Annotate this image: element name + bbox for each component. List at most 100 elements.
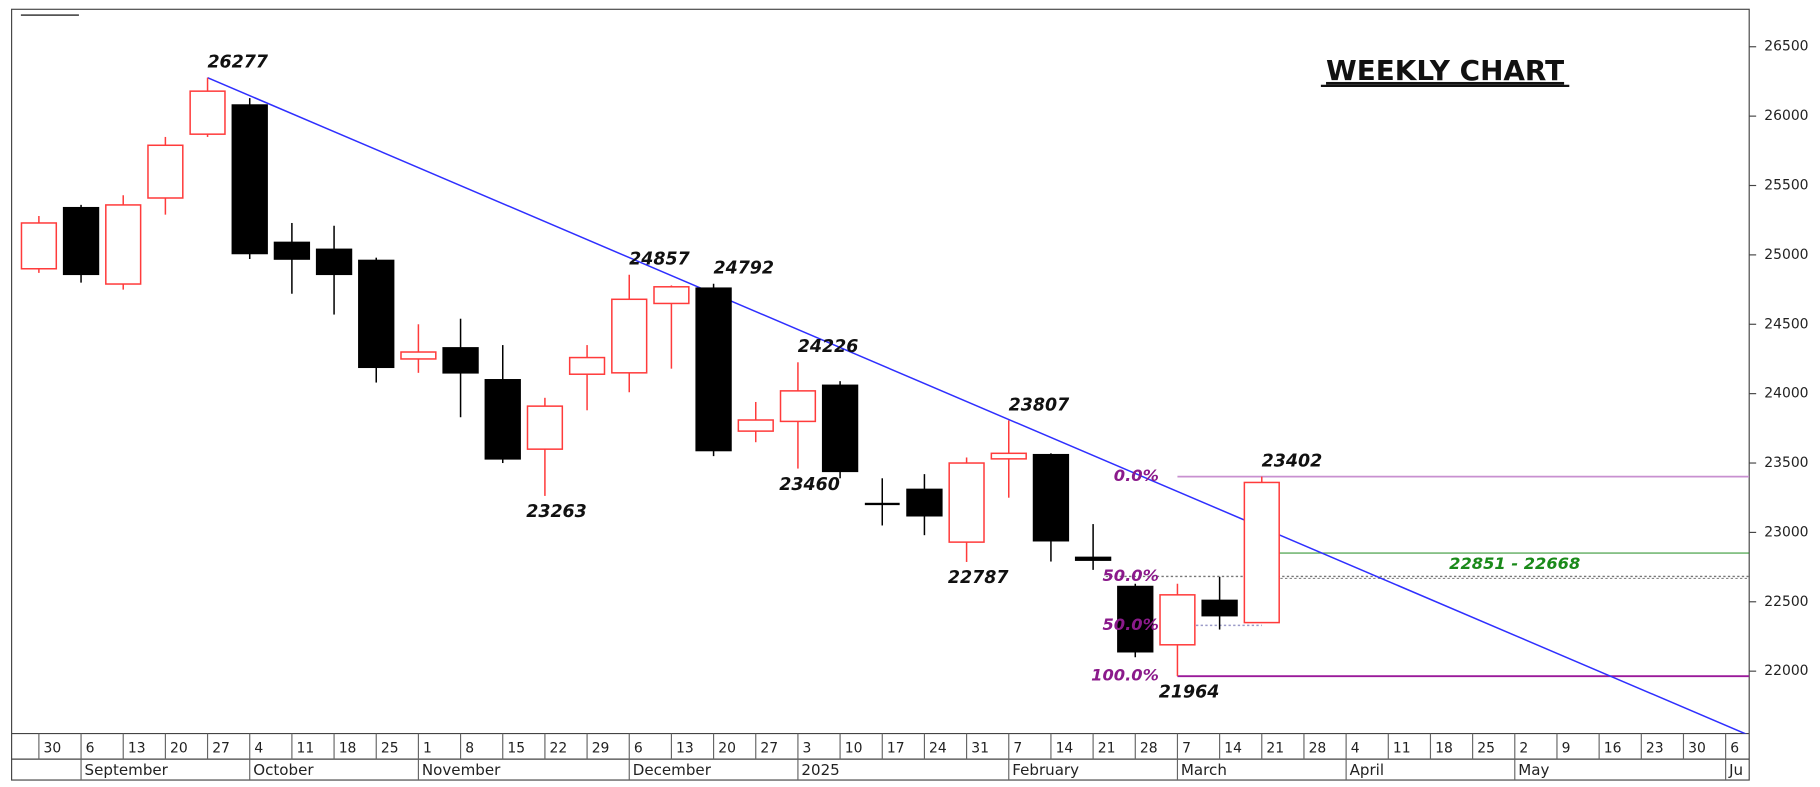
x-tick-label: 13 bbox=[676, 741, 694, 757]
x-tick-label: 27 bbox=[760, 741, 778, 757]
x-tick-label: 4 bbox=[1351, 741, 1360, 757]
month-label: October bbox=[253, 761, 314, 779]
x-tick-label: 28 bbox=[1309, 741, 1327, 757]
high-label: 23402 bbox=[1262, 452, 1323, 472]
low-label: 23263 bbox=[526, 502, 587, 522]
candle-body bbox=[821, 384, 859, 473]
y-tick-label: 25500 bbox=[1764, 178, 1808, 194]
level-label: 100.0% bbox=[1091, 666, 1159, 685]
y-tick-label: 26500 bbox=[1764, 39, 1808, 55]
x-tick-label: 20 bbox=[718, 741, 736, 757]
candle-body bbox=[1159, 594, 1196, 646]
x-tick-label: 30 bbox=[1688, 741, 1706, 757]
x-tick-label: 17 bbox=[887, 741, 905, 757]
level-label: 0.0% bbox=[1114, 466, 1159, 485]
y-tick-label: 23000 bbox=[1764, 524, 1808, 540]
y-tick-label: 24500 bbox=[1764, 316, 1808, 332]
candle-body bbox=[1032, 453, 1070, 542]
x-tick-label: 20 bbox=[170, 741, 188, 757]
x-tick-label: 28 bbox=[1140, 741, 1158, 757]
x-tick-label: 31 bbox=[971, 741, 989, 757]
candle-body bbox=[273, 241, 311, 260]
level-label: 50.0% bbox=[1102, 566, 1158, 585]
x-tick-label: 3 bbox=[803, 741, 812, 757]
candle-body bbox=[1201, 599, 1238, 617]
month-label: February bbox=[1012, 761, 1079, 779]
candle-body bbox=[1074, 556, 1112, 561]
x-tick-label: 1 bbox=[423, 741, 432, 757]
candle-body bbox=[442, 347, 479, 374]
x-tick-label: 13 bbox=[128, 741, 146, 757]
level-label: 50.0% bbox=[1102, 615, 1158, 634]
x-tick-label: 25 bbox=[381, 741, 399, 757]
candle-body bbox=[400, 351, 437, 360]
x-tick-label: 9 bbox=[1562, 741, 1571, 757]
y-tick-label: 22000 bbox=[1764, 663, 1808, 679]
x-tick-label: 7 bbox=[1013, 741, 1022, 757]
chart-title: WEEKLY CHART bbox=[1326, 54, 1564, 87]
candle-body bbox=[62, 206, 100, 276]
y-tick-label: 24000 bbox=[1764, 386, 1808, 402]
candle-body bbox=[653, 286, 690, 305]
month-label: Ju bbox=[1728, 761, 1743, 779]
candle-body bbox=[315, 248, 353, 276]
candle-body bbox=[358, 259, 395, 369]
candle-body bbox=[948, 462, 985, 543]
candle-body bbox=[695, 287, 732, 452]
candle-body bbox=[1243, 481, 1280, 624]
y-tick-label: 26000 bbox=[1764, 108, 1808, 124]
month-label: September bbox=[85, 761, 169, 779]
candle-body bbox=[864, 502, 900, 506]
candle-body bbox=[105, 204, 142, 285]
x-tick-label: 2 bbox=[1519, 741, 1528, 757]
x-tick-label: 29 bbox=[592, 741, 610, 757]
x-tick-label: 25 bbox=[1477, 741, 1495, 757]
candle-body bbox=[147, 144, 184, 199]
candle-body bbox=[231, 104, 268, 255]
x-tick-label: 21 bbox=[1098, 741, 1116, 757]
zone-label: 22851 - 22668 bbox=[1449, 554, 1580, 573]
x-tick-label: 14 bbox=[1224, 741, 1242, 757]
y-tick-label: 22500 bbox=[1764, 594, 1808, 610]
high-label: 24857 bbox=[629, 250, 690, 270]
high-label: 24792 bbox=[713, 259, 774, 279]
month-label: April bbox=[1350, 761, 1384, 779]
month-label: November bbox=[422, 761, 501, 779]
x-tick-label: 14 bbox=[1056, 741, 1074, 757]
x-tick-label: 10 bbox=[845, 741, 863, 757]
high-label: 26277 bbox=[207, 53, 268, 73]
high-label: 23807 bbox=[1009, 395, 1070, 415]
trendline bbox=[207, 77, 1747, 734]
candle-body bbox=[1117, 585, 1154, 653]
x-tick-label: 21 bbox=[1266, 741, 1284, 757]
x-tick-label: 6 bbox=[86, 741, 95, 757]
low-label: 22787 bbox=[948, 568, 1009, 588]
candle-body bbox=[484, 379, 521, 460]
x-tick-label: 6 bbox=[634, 741, 643, 757]
candle-body bbox=[779, 390, 817, 423]
x-tick-label: 4 bbox=[254, 741, 263, 757]
x-tick-label: 7 bbox=[1182, 741, 1191, 757]
candle-body bbox=[20, 222, 58, 270]
month-label: December bbox=[633, 761, 712, 779]
candle-body bbox=[189, 90, 226, 135]
x-tick-label: 18 bbox=[339, 741, 357, 757]
plot-area bbox=[20, 77, 1750, 734]
x-tick-label: 6 bbox=[1730, 741, 1739, 757]
x-tick-label: 30 bbox=[44, 741, 62, 757]
candle-body bbox=[611, 298, 648, 374]
low-label: 23460 bbox=[779, 475, 840, 495]
x-tick-label: 23 bbox=[1646, 741, 1664, 757]
x-tick-label: 16 bbox=[1604, 741, 1622, 757]
x-tick-label: 24 bbox=[929, 741, 947, 757]
x-tick-label: 11 bbox=[297, 741, 315, 757]
high-label: 24226 bbox=[798, 337, 859, 357]
candle-body bbox=[990, 452, 1027, 460]
y-tick-label: 25000 bbox=[1764, 247, 1808, 263]
month-label: May bbox=[1518, 761, 1549, 779]
x-tick-label: 18 bbox=[1435, 741, 1453, 757]
month-label: March bbox=[1181, 761, 1227, 779]
